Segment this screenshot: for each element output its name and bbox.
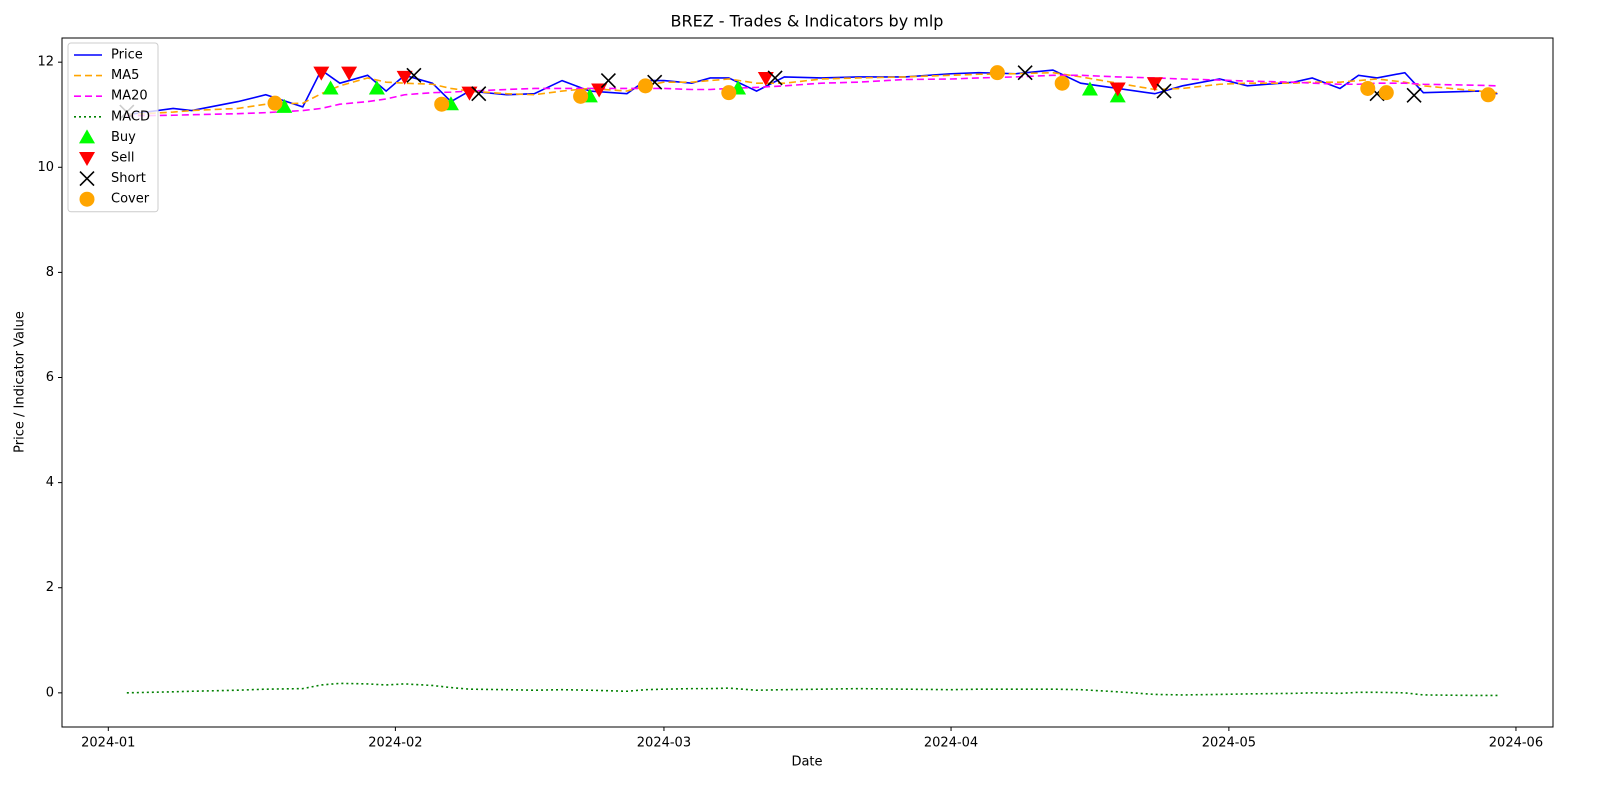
sell-marker — [1109, 82, 1126, 97]
short-marker — [79, 171, 95, 187]
x-tick-label: 2024-02 — [368, 736, 422, 751]
cover-marker — [1054, 75, 1070, 91]
sell-marker — [461, 86, 478, 101]
cover-marker — [989, 65, 1005, 81]
cover-marker — [1360, 80, 1376, 96]
y-tick-label: 8 — [46, 265, 54, 280]
sell-marker — [313, 66, 330, 81]
x-axis-label: Date — [791, 755, 822, 770]
cover-marker — [1480, 87, 1496, 103]
plot-area — [119, 65, 1498, 697]
short-marker — [1017, 65, 1033, 81]
legend-label: Sell — [111, 151, 134, 166]
chart-title: BREZ - Trades & Indicators by mlp — [671, 12, 944, 31]
cover-marker — [79, 191, 95, 207]
cover-marker — [573, 88, 589, 104]
sell-marker — [757, 71, 774, 86]
short-marker — [406, 67, 422, 83]
series-line — [126, 68, 1498, 116]
y-tick-label: 6 — [46, 370, 54, 385]
legend-label: MACD — [111, 109, 150, 124]
buy-marker — [79, 129, 95, 144]
legend-label: Buy — [111, 130, 136, 145]
buy-marker — [276, 98, 293, 113]
short-marker — [471, 86, 487, 102]
y-tick-label: 12 — [37, 55, 54, 70]
buy-marker — [322, 80, 339, 95]
sell-marker — [79, 152, 95, 166]
x-tick-label: 2024-05 — [1202, 736, 1256, 751]
x-tick-label: 2024-06 — [1489, 736, 1543, 751]
sell-marker — [1146, 77, 1163, 92]
sell-marker — [396, 70, 413, 85]
cover-marker — [434, 96, 450, 112]
x-tick-label: 2024-04 — [924, 736, 978, 751]
x-tick-label: 2024-03 — [637, 736, 691, 751]
buy-marker — [1081, 81, 1098, 96]
cover-marker — [637, 78, 653, 94]
legend-label: Cover — [111, 192, 150, 207]
short-marker — [767, 70, 783, 86]
sell-marker — [591, 83, 608, 98]
legend-label: MA20 — [111, 89, 148, 104]
short-marker — [600, 73, 616, 89]
legend-box — [67, 42, 159, 213]
y-tick-label: 10 — [37, 160, 54, 175]
short-marker — [1156, 83, 1172, 99]
y-tick-label: 0 — [46, 685, 54, 700]
cover-marker — [1378, 85, 1394, 101]
x-tick-label: 2024-01 — [81, 736, 135, 751]
legend-label: Short — [111, 171, 146, 186]
sell-marker — [341, 66, 358, 81]
legend-label: MA5 — [111, 68, 139, 83]
series-line — [126, 74, 1498, 117]
series-line — [126, 682, 1498, 697]
short-marker — [1406, 87, 1422, 103]
y-axis-label: Price / Indicator Value — [13, 311, 28, 453]
y-tick-label: 4 — [46, 475, 54, 490]
cover-marker — [267, 95, 283, 111]
legend: Price MA5 MA20 MACD Buy Sell Short Cover — [67, 42, 159, 213]
axes-frame — [61, 37, 1554, 728]
cover-marker — [721, 85, 737, 101]
buy-marker — [368, 80, 385, 95]
legend-label: Price — [111, 48, 143, 63]
y-tick-label: 2 — [46, 580, 54, 595]
